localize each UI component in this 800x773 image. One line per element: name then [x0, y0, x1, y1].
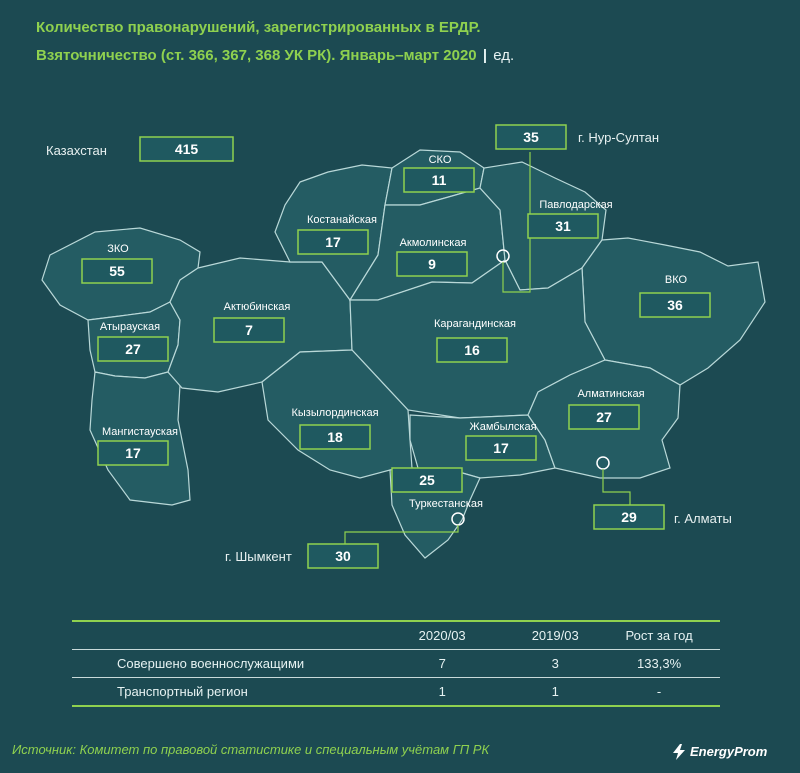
table-cell-2020: 1 — [438, 684, 446, 699]
title-separator: | — [482, 47, 488, 64]
city-box-almaty — [593, 504, 665, 530]
region-box-mangistau — [97, 440, 169, 466]
city-label-shymkent: г. Шымкент — [225, 549, 292, 564]
region-box-aktobe — [213, 317, 285, 343]
region-label-kyzylorda: Кызылординская — [291, 407, 378, 419]
region-value-almaty-oblast: 27 — [596, 409, 612, 425]
region-label-zko: ЗКО — [107, 243, 129, 255]
source-note: Источник: Комитет по правовой статистике… — [12, 742, 490, 757]
summary-table: 2020/03 2019/03 Рост за год Совершено во… — [72, 620, 720, 707]
table-cell-2020: 7 — [438, 656, 446, 671]
table-row: Транспортный регион 1 1 - — [72, 678, 720, 706]
energyprom-logo-icon — [673, 744, 685, 760]
country-label: Казахстан — [46, 143, 107, 158]
region-box-zko — [81, 258, 153, 284]
region-value-karaganda: 16 — [464, 342, 480, 358]
region-value-mangistau: 17 — [125, 445, 141, 461]
region-label-kostanay: Костанайская — [307, 214, 377, 226]
region-box-akmola — [396, 251, 468, 277]
table-cell-name: Транспортный регион — [117, 684, 248, 699]
region-box-turkestan — [391, 467, 463, 493]
region-value-akmola: 9 — [428, 256, 436, 272]
almaty-leader — [602, 469, 631, 505]
table-cell-growth: - — [656, 684, 662, 699]
region-box-kyzylorda — [299, 424, 371, 450]
table-cell-name: Совершено военнослужащими — [117, 656, 305, 671]
region-label-almaty-oblast: Алматинская — [577, 388, 644, 400]
region-label-karaganda: Карагандинская — [434, 318, 516, 330]
region-box-kostanay — [297, 229, 369, 255]
region-label-pavlodar: Павлодарская — [539, 199, 612, 211]
region-value-atyrau: 27 — [125, 341, 141, 357]
table-row: Совершено военнослужащими 7 3 133,3% — [72, 650, 720, 678]
region-box-sko — [403, 167, 475, 193]
region-box-karaganda — [436, 337, 508, 363]
region-label-atyrau: Атырауская — [100, 321, 160, 333]
table-header-growth: Рост за год — [625, 628, 693, 643]
region-label-vko: ВКО — [665, 274, 688, 286]
region-value-zko: 55 — [109, 263, 125, 279]
region-label-sko: СКО — [429, 154, 452, 166]
region-box-almaty-oblast — [568, 404, 640, 430]
title-unit: ед. — [493, 47, 515, 64]
brand-name: EnergyProm — [690, 744, 768, 759]
region-label-akmola: Акмолинская — [400, 237, 467, 249]
city-label-almaty: г. Алматы — [674, 511, 732, 526]
title-line-2-text: Взяточничество (ст. 366, 367, 368 УК РК)… — [36, 47, 477, 64]
table-header-empty — [72, 621, 372, 650]
region-label-turkestan: Туркестанская — [409, 498, 483, 510]
table-cell-growth: 133,3% — [637, 656, 682, 671]
city-box-nur-sultan — [495, 124, 567, 150]
chart-title: Количество правонарушений, зарегистриров… — [36, 14, 514, 70]
region-value-pavlodar: 31 — [555, 218, 571, 234]
country-value-box — [139, 136, 234, 162]
city-box-shymkent — [307, 543, 379, 569]
city-value-nur-sultan: 35 — [523, 129, 539, 145]
region-label-aktobe: Актюбинская — [224, 301, 291, 313]
region-box-atyrau — [97, 336, 169, 362]
table-cell-2019: 1 — [551, 684, 559, 699]
region-value-vko: 36 — [667, 297, 683, 313]
region-value-kyzylorda: 18 — [327, 429, 343, 445]
city-value-almaty: 29 — [621, 509, 637, 525]
city-label-nur-sultan: г. Нур-Султан — [578, 130, 659, 145]
title-line-2: Взяточничество (ст. 366, 367, 368 УК РК)… — [36, 42, 514, 70]
region-box-vko — [639, 292, 711, 318]
region-label-zhambyl: Жамбылская — [469, 421, 536, 433]
region-label-mangistau: Мангистауская — [102, 426, 178, 438]
region-value-kostanay: 17 — [325, 234, 341, 250]
table-header-2020: 2020/03 — [418, 628, 466, 643]
city-value-shymkent: 30 — [335, 548, 351, 564]
region-box-zhambyl — [465, 435, 537, 461]
table-header-2019: 2019/03 — [531, 628, 579, 643]
kazakhstan-map: Казахстан 415 ЗКО 55 Атырауская 27 Манги… — [41, 124, 766, 569]
table-header-row: 2020/03 2019/03 Рост за год — [72, 621, 720, 650]
region-value-sko: 11 — [432, 172, 447, 188]
table-cell-2019: 3 — [551, 656, 559, 671]
region-value-turkestan: 25 — [419, 472, 435, 488]
shymkent-leader — [344, 525, 459, 544]
country-value: 415 — [175, 141, 199, 157]
title-line-1: Количество правонарушений, зарегистриров… — [36, 19, 481, 36]
region-box-pavlodar — [527, 213, 599, 239]
region-shape-mangistau — [89, 371, 191, 506]
region-value-zhambyl: 17 — [493, 440, 509, 456]
region-value-aktobe: 7 — [245, 322, 253, 338]
